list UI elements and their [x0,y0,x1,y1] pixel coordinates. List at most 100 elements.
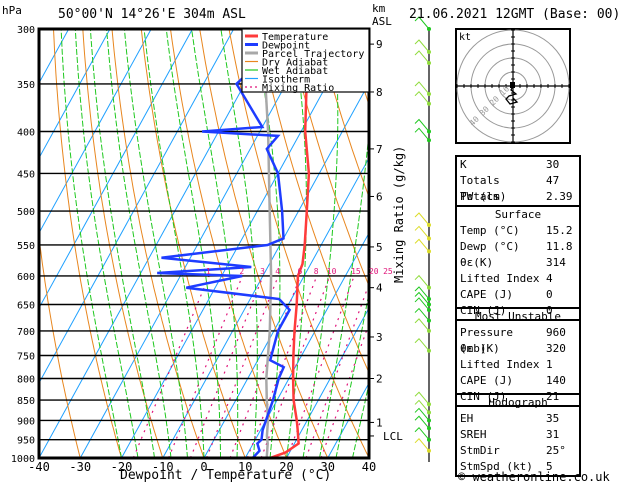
wind-barb [414,337,430,352]
hodograph-indices-title: Hodograph [488,396,548,409]
legend-label: Dry Adiabat [262,58,328,69]
km-tick-label: 5 [376,241,383,254]
legend-label: Parcel Trajectory [262,49,364,60]
wind-barb [414,399,430,413]
mixing-ratio-axis-label: Mixing Ratio (g/kg) [392,145,406,283]
mixing-ratio-label: 8 [314,267,319,276]
hodo-value: 31 [546,428,560,441]
wind-barb [414,391,430,405]
wind-barb [414,16,430,30]
mu-row: Lifted Index 1 [457,357,579,373]
wind-barb [414,39,430,53]
wind-barb [414,291,430,305]
surface-row: Lifted Index 4 [457,271,579,287]
isotherm-line [203,156,369,458]
index-value: 2.39 [546,190,573,203]
wind-barb [414,118,430,132]
km-tick-label: 1 [376,416,383,429]
wind-barb [414,81,430,95]
surface-row: CAPE (J) 0 [457,287,579,303]
hodo-value: 35 [546,412,560,425]
y-tick-label: 400 [17,128,35,139]
y-tick-label: 700 [17,327,35,338]
mixing-ratio-label: 4 [275,267,280,276]
dry-adiabat-line [111,29,205,458]
mixing-ratio-label: 3 [260,267,265,276]
datetime-title: 21.06.2021 12GMT (Base: 00) [409,7,621,22]
surface-row: Dewp (°C) 11.8 [457,239,579,255]
x-tick-label: -30 [69,460,91,474]
indices-basic-panel: K 30 Totals Totals 47 PW (cm) 2.39 [455,155,581,207]
y-tick-label: 1000 [11,454,35,465]
wind-barb [414,286,430,300]
dry-adiabat-line [316,29,369,199]
wet-adiabat-line [165,29,221,458]
legend-label: Isotherm [262,75,310,86]
mixing-ratio-line [286,275,355,458]
dewpoint-line [157,29,300,458]
wet-adiabat-line [89,29,155,458]
index-value: 47 [546,174,560,187]
isotherm-line [79,29,317,458]
km-tick-label: 6 [376,190,383,203]
surface-value: 4 [546,272,553,285]
y-tick-label: 450 [17,169,35,180]
surface-value: 0 [546,288,553,301]
wind-barb [414,225,430,239]
wet-adiabat-line [352,381,369,458]
isotherm-line [327,381,369,458]
y-tick-label: 550 [17,241,35,252]
y-tick-label: 350 [17,80,35,91]
temperature-line [269,29,314,458]
wind-barb [414,50,430,64]
km-tick-label: 4 [376,282,383,295]
mu-label: Lifted Index [460,358,540,371]
mu-row: θε (K) 320 [457,341,579,357]
mu-row: Pressure (mb) 960 [457,325,579,355]
mu-label: θε (K) [460,342,500,355]
mu-row: CAPE (J) 140 [457,373,579,389]
mu-value: 960 [546,326,566,339]
x-axis-label: Dewpoint / Temperature (°C) [120,468,332,483]
dry-adiabat-line [287,29,369,288]
wind-barb [414,307,430,321]
x-tick-label: 10 [238,460,252,474]
wind-barb [414,407,430,421]
y-tick-label: 300 [17,25,35,36]
wind-barb [414,238,430,252]
surface-value: 0 [546,304,553,317]
mixing-ratio-line [168,275,243,458]
surface-row: θε(K) 314 [457,255,579,271]
isotherm-line [39,29,276,458]
isotherm-line [162,81,369,458]
hodo-value: 25° [546,444,566,457]
height-unit-label: km [372,2,386,15]
height-unit-label-2: ASL [372,15,392,28]
mu-value: 320 [546,342,566,355]
legend-label: Mixing Ratio [262,83,334,94]
mixing-ratio-label: 2 [239,267,244,276]
index-row-totals: Totals Totals 47 [457,173,579,203]
index-label: Totals Totals [460,174,500,203]
hodo-value: 5 [546,460,553,473]
isotherm-line [286,306,369,458]
hodo-label: StmDir [460,444,500,457]
hodo-label: StmSpd (kt) [460,460,533,473]
mu-value: 140 [546,374,566,387]
index-value: 30 [546,158,560,171]
mixing-ratio-label: 25 [383,267,393,276]
y-tick-label: 850 [17,396,35,407]
most-unstable-title: Most Unstable [474,310,562,323]
km-tick-label: 3 [376,331,383,344]
hodograph-trace [505,85,519,105]
wet-adiabat-line [74,29,139,458]
y-tick-label: 800 [17,374,35,385]
wind-barb [414,318,430,332]
surface-title: Surface [494,208,542,221]
wind-barb [414,438,430,452]
surface-value: 11.8 [546,240,573,253]
mixing-ratio-label: 1 [206,267,211,276]
hodograph-indices-panel: Hodograph EH 35 SREH 31 StmDir 25° StmSpd (… [455,393,581,477]
parcel-trajectory-line [264,29,273,458]
